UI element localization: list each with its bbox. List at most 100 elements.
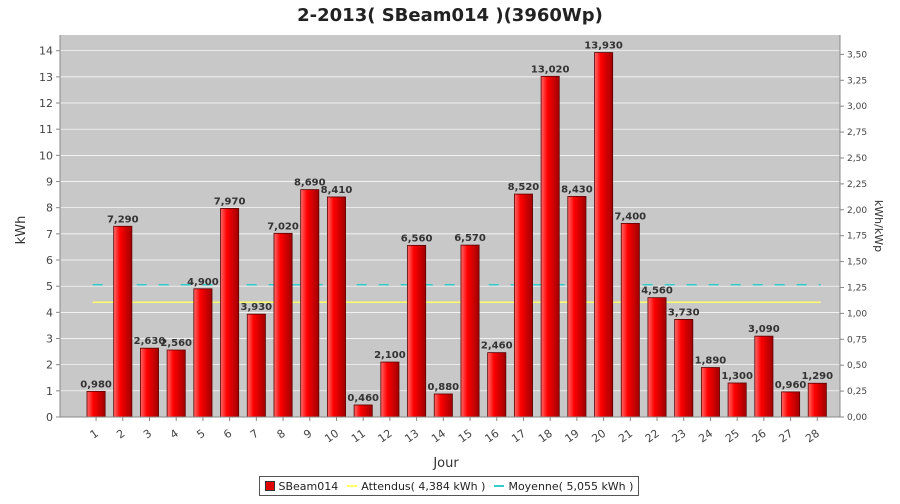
- bar-value-label: 8,430: [561, 184, 593, 195]
- y2-tick-label: 2,75: [847, 128, 867, 138]
- legend-swatch-average: [494, 485, 505, 487]
- y2-tick-label: 1,75: [847, 232, 867, 242]
- bar: [273, 232, 293, 418]
- x-tick-label: 25: [723, 427, 742, 446]
- bar-value-label: 8,690: [294, 178, 326, 189]
- y-tick-label: 8: [46, 202, 53, 215]
- bar-value-label: 2,630: [134, 336, 166, 347]
- y-tick-label: 13: [39, 71, 53, 84]
- y2-tick-label: 0,00: [847, 413, 867, 423]
- bar: [807, 382, 827, 418]
- bar-value-label: 7,020: [267, 221, 299, 232]
- y2-tick-label: 0,25: [847, 387, 867, 397]
- bar: [594, 52, 614, 418]
- bar: [727, 382, 747, 418]
- x-tick-label: 10: [322, 427, 341, 446]
- bar-value-label: 8,520: [508, 182, 540, 193]
- y-tick-label: 6: [46, 254, 53, 267]
- y2-tick-label: 1,25: [847, 283, 867, 293]
- y2-tick-label: 2,00: [847, 206, 867, 216]
- legend-swatch-expected: [347, 485, 358, 487]
- bar: [326, 196, 346, 418]
- y-tick-label: 12: [39, 97, 53, 110]
- bar-value-label: 0,460: [347, 393, 379, 404]
- x-tick-label: 24: [696, 427, 715, 446]
- bar-value-label: 4,560: [641, 286, 673, 297]
- x-tick-label: 21: [616, 427, 635, 446]
- bar-value-label: 3,730: [668, 307, 700, 318]
- y2-tick-label: 3,25: [847, 76, 867, 86]
- x-tick-label: 14: [429, 427, 448, 446]
- bar-value-label: 2,560: [160, 338, 192, 349]
- bar-value-label: 1,300: [721, 371, 753, 382]
- bars-group: [86, 52, 827, 418]
- bar: [781, 391, 801, 418]
- x-tick-label: 11: [349, 427, 368, 446]
- x-tick-label: 20: [589, 427, 608, 446]
- reference-lines: [92, 283, 821, 304]
- bar: [407, 244, 427, 418]
- bar-value-label: 7,970: [214, 196, 246, 207]
- y-tick-label: 10: [39, 149, 53, 162]
- chart-legend: SBeam014 Attendus( 4,384 kWh ) Moyenne( …: [259, 476, 639, 496]
- bar-value-label: 2,100: [374, 350, 406, 361]
- x-tick-label: 26: [750, 427, 769, 446]
- x-tick-label: 17: [509, 427, 528, 446]
- bar: [220, 208, 240, 418]
- bar: [513, 193, 533, 418]
- bar: [567, 196, 587, 418]
- bar-value-label: 13,020: [531, 64, 570, 75]
- y2-tick-label: 3,50: [847, 50, 867, 60]
- x-tick-label: 22: [643, 427, 662, 446]
- y2-tick-label: 1,00: [847, 309, 867, 319]
- bar: [140, 347, 159, 418]
- bar: [86, 390, 106, 418]
- x-tick-label: 13: [402, 427, 421, 446]
- bar: [166, 349, 186, 418]
- legend-label-bars: SBeam014: [278, 479, 339, 493]
- bar-value-label: 8,410: [321, 185, 353, 196]
- x-axis-label: Jour: [432, 456, 459, 471]
- x-tick-label: 4: [168, 427, 181, 442]
- bar: [246, 313, 266, 418]
- y-tick-label: 0: [46, 411, 53, 424]
- grid-lines: [60, 50, 840, 418]
- bar: [380, 361, 400, 418]
- x-tick-label: 8: [275, 427, 288, 442]
- bar-value-label: 4,900: [187, 277, 219, 288]
- y-tick-label: 11: [39, 123, 53, 136]
- bar-value-label: 0,880: [428, 382, 460, 393]
- y-tick-label: 7: [46, 228, 53, 241]
- bar: [353, 404, 373, 418]
- y-tick-label: 1: [46, 385, 53, 398]
- legend-item-bars: SBeam014: [264, 479, 339, 493]
- bar: [300, 189, 320, 418]
- x-tick-label: 15: [456, 427, 475, 446]
- bar: [754, 335, 774, 418]
- bar: [433, 393, 453, 418]
- y2-tick-label: 0,50: [847, 361, 867, 371]
- x-tick-label: 18: [536, 427, 555, 446]
- bar-value-label: 6,560: [401, 233, 433, 244]
- y2-tick-label: 2,50: [847, 154, 867, 164]
- y-tick-label: 5: [46, 280, 53, 293]
- bar: [647, 297, 667, 418]
- bar: [700, 367, 720, 418]
- x-tick-label: 12: [376, 427, 395, 446]
- bar: [620, 222, 640, 418]
- bar-value-label: 1,890: [695, 356, 727, 367]
- y2-tick-label: 1,50: [847, 258, 867, 268]
- y-tick-label: 4: [46, 306, 53, 319]
- bar: [487, 352, 507, 418]
- bar-value-label: 3,090: [748, 324, 780, 335]
- bar-value-label: 7,400: [614, 211, 646, 222]
- x-tick-label: 16: [483, 427, 502, 446]
- bar-value-label: 6,570: [454, 233, 486, 244]
- y2-tick-label: 3,00: [847, 102, 867, 112]
- y-tick-label: 9: [46, 176, 53, 189]
- bar: [674, 319, 694, 418]
- x-tick-label: 2: [114, 427, 127, 442]
